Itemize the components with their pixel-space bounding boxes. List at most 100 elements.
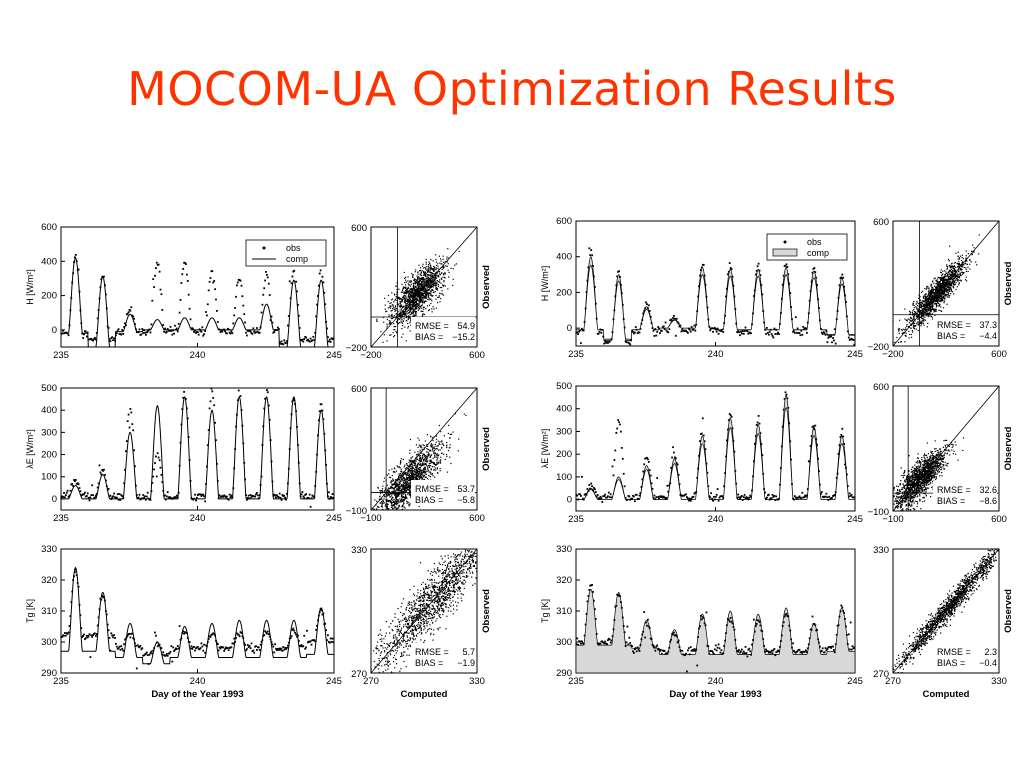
obs-point [80, 627, 83, 630]
scatter-point [400, 477, 402, 479]
scatter-point [437, 602, 439, 604]
scatter-point [430, 295, 433, 297]
scatter-point [408, 287, 410, 289]
scatter-point [398, 646, 400, 648]
scatter-point [386, 310, 388, 312]
obs-point [249, 330, 252, 333]
obs-point [140, 648, 143, 651]
scatter-point [444, 569, 446, 571]
scatter-point [400, 308, 402, 310]
scatter-point [408, 485, 410, 487]
scatter-point [458, 572, 460, 575]
scatter-point [441, 583, 443, 585]
scatter-point [458, 580, 460, 582]
obs-point [244, 321, 246, 324]
scatter-point [412, 605, 414, 607]
scatter-point [404, 326, 406, 328]
scatter-point [452, 565, 454, 567]
obs-point [327, 336, 329, 338]
scatter-point [437, 629, 439, 631]
obs-point [276, 329, 278, 331]
scatter-point [417, 277, 419, 279]
obs-point [311, 494, 314, 497]
scatter-point [431, 594, 433, 596]
scatter-point [404, 491, 406, 493]
obs-point [74, 479, 77, 481]
obs-point [265, 271, 267, 273]
scatter-point [435, 463, 437, 466]
obs-point [298, 644, 301, 647]
obs-point [256, 327, 258, 329]
scatter-point [422, 618, 424, 620]
scatter-point [399, 314, 402, 316]
scatter-point [409, 301, 411, 304]
obs-point [213, 280, 216, 282]
scatter-point [406, 636, 408, 638]
scatter-point [409, 488, 411, 490]
scatter-point [440, 459, 442, 461]
y-tick-label: 330 [351, 545, 367, 556]
scatter-point [410, 460, 413, 462]
scatter-point [457, 590, 459, 592]
obs-point [207, 638, 210, 640]
scatter-point [432, 444, 434, 446]
scatter-point [408, 627, 411, 629]
obs-point [221, 646, 224, 649]
scatter-point [435, 610, 437, 612]
scatter-point [436, 275, 438, 277]
scatter-point [436, 599, 439, 601]
obs-point [319, 269, 322, 272]
obs-point [165, 498, 167, 501]
scatter-point [447, 597, 449, 599]
scatter-point [446, 445, 448, 447]
obs-point [314, 640, 317, 643]
stat-value: 5.7 [462, 647, 475, 657]
scatter-point [447, 588, 449, 590]
obs-point [599, 328, 602, 331]
obs-point [304, 336, 307, 338]
obs-point [107, 488, 110, 490]
scatter-point [403, 291, 405, 293]
scatter-point [422, 469, 424, 471]
obs-point [78, 290, 81, 293]
obs-point [184, 261, 186, 264]
scatter-point [394, 625, 396, 627]
scatter-point [432, 605, 434, 607]
obs-point [67, 334, 70, 337]
scatter-point [461, 593, 463, 595]
scatter-point [401, 475, 403, 478]
scatter-point [412, 287, 415, 289]
scatter-point [423, 471, 425, 474]
obs-point [81, 636, 84, 638]
obs-point [579, 329, 581, 332]
scatter-point [449, 560, 451, 563]
obs-point [193, 497, 195, 500]
obs-point [259, 326, 262, 329]
scatter-point [394, 645, 396, 647]
scatter-point [401, 314, 403, 317]
scatter-point [401, 496, 403, 498]
obs-point [131, 314, 134, 317]
scatter-point [425, 258, 427, 261]
scatter-point [378, 506, 380, 508]
scatter-point [430, 472, 432, 474]
scatter-point [446, 256, 448, 258]
scatter-point [395, 482, 397, 484]
scatter-point [443, 591, 445, 593]
obs-point [182, 630, 185, 633]
scatter-point [427, 611, 429, 614]
scatter-point [424, 286, 426, 289]
scatter-point [456, 609, 458, 611]
y-tick-label: 200 [41, 450, 57, 461]
scatter-point [398, 506, 400, 508]
scatter-point [416, 292, 418, 294]
scatter-point [405, 295, 407, 297]
obs-point [178, 311, 181, 314]
obs-point [329, 637, 332, 640]
obs-point [331, 493, 334, 495]
obs-point [270, 315, 273, 318]
scatter-point [423, 475, 425, 477]
scatter-point [442, 580, 444, 582]
obs-point [110, 337, 113, 340]
scatter-point [396, 302, 398, 304]
